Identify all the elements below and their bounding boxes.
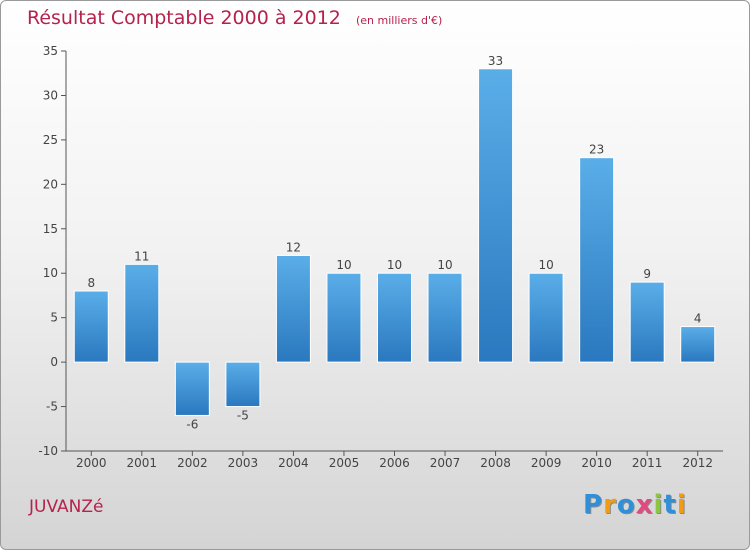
x-tick-label: 2012	[682, 456, 713, 470]
bar-value-label: -6	[186, 417, 198, 431]
bar-value-label: 9	[643, 267, 651, 281]
bar-value-label: 10	[387, 258, 402, 272]
x-tick-label: 2000	[76, 456, 107, 470]
y-axis: -10 -5 0 5 10 15 20 25 30 35	[38, 44, 67, 458]
bar-value-label: -5	[237, 409, 249, 423]
bar	[680, 326, 716, 363]
brand-letter: P	[583, 490, 604, 520]
y-tick-label: -10	[38, 444, 58, 458]
chart-title: Résultat Comptable 2000 à 2012 (en milli…	[27, 7, 442, 29]
x-tick-label: 2002	[177, 456, 208, 470]
y-tick-label: 15	[43, 222, 58, 236]
brand-logo[interactable]: Proxiti	[583, 490, 687, 520]
bar-value-label: 10	[336, 258, 351, 272]
x-tick-label: 2008	[480, 456, 511, 470]
x-tick-label: 2007	[430, 456, 461, 470]
y-tick-label: 5	[50, 311, 58, 325]
bar	[174, 361, 210, 416]
y-tick-label: 20	[43, 177, 58, 191]
y-tick-label: 30	[43, 88, 58, 102]
x-tick-label: 2006	[379, 456, 410, 470]
brand-letter: r	[603, 490, 617, 520]
x-tick-label: 2010	[581, 456, 612, 470]
bar	[629, 281, 665, 363]
bar-value-label: 10	[538, 258, 553, 272]
x-axis: 2000 2001 2002 2003 2004 2005 2006 2007 2008 2009…	[66, 450, 723, 470]
y-tick-label: -5	[46, 400, 58, 414]
bar-value-label: 23	[589, 143, 604, 157]
brand-letter: t	[663, 490, 677, 520]
bar	[579, 157, 615, 363]
y-tick-label: 35	[43, 44, 58, 58]
bar	[377, 272, 412, 363]
bar-value-label: 11	[134, 249, 149, 263]
bar	[275, 254, 311, 363]
bar	[73, 290, 109, 363]
bar-series	[73, 68, 716, 416]
y-tick-label: 25	[43, 133, 58, 147]
bar	[528, 272, 564, 363]
x-tick-label: 2003	[228, 456, 259, 470]
y-tick-label: 0	[50, 355, 58, 369]
bar	[326, 272, 362, 363]
bar	[124, 263, 160, 363]
x-tick-label: 2011	[632, 456, 663, 470]
x-tick-label: 2005	[329, 456, 360, 470]
bar-value-label: 4	[694, 312, 702, 326]
x-tick-label: 2009	[531, 456, 562, 470]
bar-value-label: 8	[87, 276, 95, 290]
brand-letter: i	[653, 490, 664, 520]
x-tick-label: 2004	[278, 456, 309, 470]
commune-name: JUVANZé	[29, 497, 104, 517]
chart-unit: (en milliers d'€)	[355, 14, 443, 27]
bar-value-label: 33	[488, 54, 503, 68]
x-tick-label: 2001	[127, 456, 158, 470]
bar	[478, 68, 514, 363]
brand-letter: x	[635, 490, 654, 520]
data-labels: 8 11 -6 -5 12 10 10 10 33 10 23 9 4	[87, 54, 701, 432]
bar	[225, 361, 261, 408]
chart-title-text: Résultat Comptable 2000 à 2012	[27, 7, 341, 29]
bar-value-label: 12	[286, 240, 301, 254]
brand-letter: i	[676, 490, 687, 520]
y-tick-label: 10	[43, 266, 58, 280]
bar	[427, 272, 463, 363]
brand-letter: o	[616, 490, 636, 520]
bar-value-label: 10	[437, 258, 452, 272]
